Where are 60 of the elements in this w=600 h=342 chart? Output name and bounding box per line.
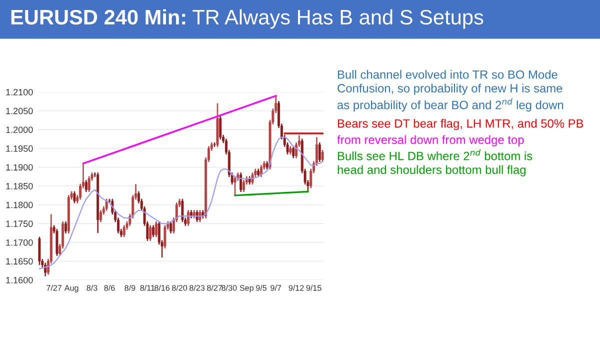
candlestick xyxy=(219,115,222,140)
candlestick xyxy=(318,142,321,163)
x-tick-label: 8/6 xyxy=(104,284,115,291)
x-tick-label: 8/16 xyxy=(154,284,170,291)
candlestick xyxy=(88,176,90,193)
candlestick xyxy=(251,172,254,186)
candlestick xyxy=(152,224,155,238)
y-tick-label: 1.1950 xyxy=(6,145,33,152)
y-tick-label: 1.1700 xyxy=(6,239,33,246)
text: Bears see DT bear flag, LH MTR, and 50% PB xyxy=(338,118,584,130)
candlestick xyxy=(321,149,324,163)
candlestick xyxy=(73,190,76,204)
candlestick xyxy=(181,198,184,223)
y-tick-label: 1.1900 xyxy=(6,164,33,171)
candlestick xyxy=(260,164,262,178)
chart-title: EURUSD 240 Min: TR Always Has B and S Setups xyxy=(11,9,484,29)
x-tick-label: 8/20 xyxy=(172,284,188,291)
candlestick xyxy=(196,209,198,223)
candlestick xyxy=(100,209,102,223)
y-tick-label: 1.1800 xyxy=(6,202,33,208)
x-tick-label: 8/27 xyxy=(207,284,222,291)
candlestick xyxy=(122,224,126,238)
candlestick xyxy=(84,179,88,193)
x-tick-label: 8/11 xyxy=(140,284,155,291)
x-tick-label: 9/12 xyxy=(288,284,304,291)
x-tick-label: 8/9 xyxy=(124,284,136,291)
y-tick-label: 1.1600 xyxy=(6,276,33,284)
x-tick-label: 9/15 xyxy=(306,284,322,291)
x-tick-label: 8/3 xyxy=(86,284,98,291)
x-tick-label: 8/30 xyxy=(222,284,237,291)
text: from reversal down from wedge top xyxy=(337,135,524,146)
candlestick xyxy=(170,220,172,234)
y-tick-label: 1.1750 xyxy=(6,220,33,227)
candlestick xyxy=(56,228,58,257)
y-tick-label: 1.1650 xyxy=(6,258,33,265)
candlestick xyxy=(198,209,202,223)
y-tick-label: 1.1850 xyxy=(6,182,33,190)
text: Bulls see HL DB where 2$^{nd}$ bottom is head and shoulders bottom bull flag xyxy=(338,149,532,176)
y-tick-label: 1.2100 xyxy=(6,88,33,96)
x-tick-label: 9/7 xyxy=(270,284,282,291)
x-tick-label: 8/23 xyxy=(190,284,205,291)
x-tick-label: Sep xyxy=(240,285,254,292)
candlestick xyxy=(187,209,190,226)
y-tick-label: 1.2050 xyxy=(6,108,33,114)
candlestick xyxy=(164,224,166,250)
y-tick-label: 1.2000 xyxy=(6,126,33,133)
candlestick xyxy=(242,179,245,193)
candlestick xyxy=(44,262,47,277)
candlestick xyxy=(154,220,158,238)
candlestick xyxy=(234,176,236,196)
x-tick-label: 9/5 xyxy=(256,284,267,291)
candlestick xyxy=(149,224,152,242)
x-tick-label: Aug xyxy=(64,285,78,292)
text: Bull channel evolved into TR so BO Mode Confusion, so probability of new H is same as probability of bear BO and 2$^{nd}$ leg down xyxy=(338,70,564,112)
x-tick-label: 7/27 xyxy=(46,284,62,291)
candlestick xyxy=(105,198,108,212)
candlestick xyxy=(64,220,67,234)
candlestick xyxy=(292,146,295,159)
candlestick xyxy=(38,236,41,266)
candlestick xyxy=(240,172,242,193)
